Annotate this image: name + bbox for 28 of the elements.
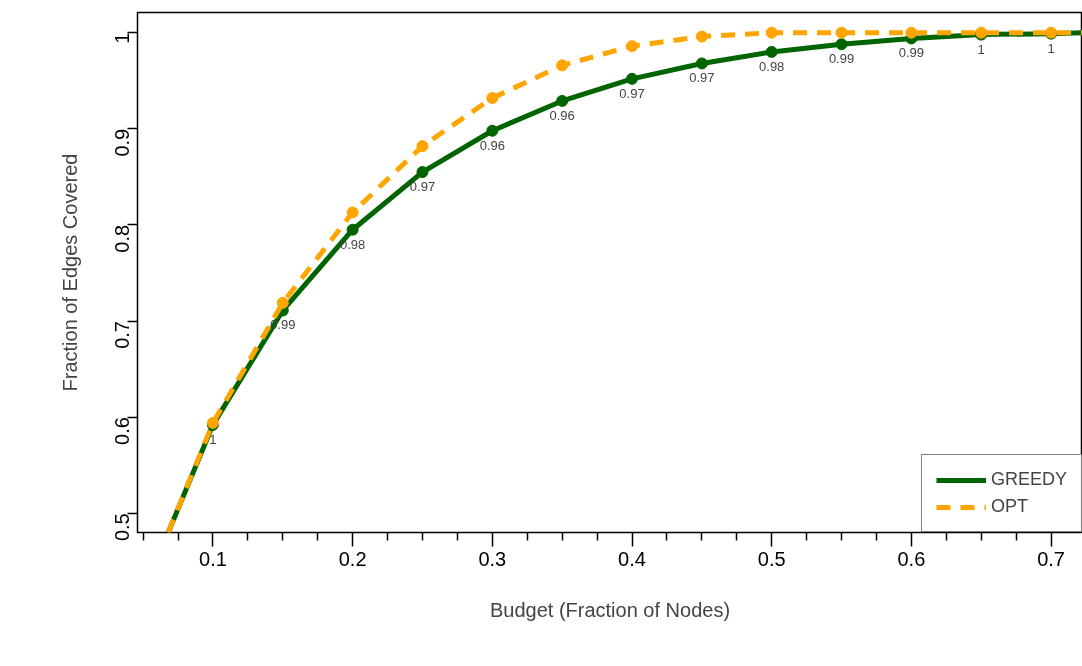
annotation: 1 <box>1047 40 1055 56</box>
y-tick-label: 1 <box>111 32 134 44</box>
annotation: 0.98 <box>759 58 785 74</box>
y-tick-label: 0.7 <box>111 321 134 349</box>
annotation: 1 <box>209 431 217 447</box>
x-tick-label: 0.5 <box>757 547 786 570</box>
x-tick-label: 0.3 <box>478 547 507 570</box>
x-tick-label: 0.4 <box>618 547 646 570</box>
annotation: 0.97 <box>689 70 715 86</box>
x-tick-label: 0.1 <box>199 547 227 570</box>
annotation: 0.99 <box>828 51 855 67</box>
y-tick-label: 0.9 <box>111 128 134 157</box>
x-axis-title: Budget (Fraction of Nodes) <box>489 598 731 621</box>
annotation: 0.99 <box>898 45 925 61</box>
annotation: 0.96 <box>479 137 505 153</box>
x-tick-label: 0.6 <box>897 547 926 570</box>
legend-label: OPT <box>990 496 1028 517</box>
y-tick-label: 0.8 <box>111 224 134 253</box>
x-tick-label: 0.2 <box>338 547 367 570</box>
legend-label: GREEDY <box>990 469 1067 490</box>
x-tick-label: 0.7 <box>1037 547 1065 570</box>
y-tick-label: 0.6 <box>111 417 134 445</box>
y-axis-title: Fraction of Edges Covered <box>58 153 81 392</box>
annotation: 0.97 <box>619 85 645 101</box>
annotation: 0.97 <box>409 179 436 195</box>
annotation: 1 <box>977 41 985 57</box>
annotation: 0.96 <box>549 107 575 123</box>
y-tick-label: 0.5 <box>111 513 134 542</box>
